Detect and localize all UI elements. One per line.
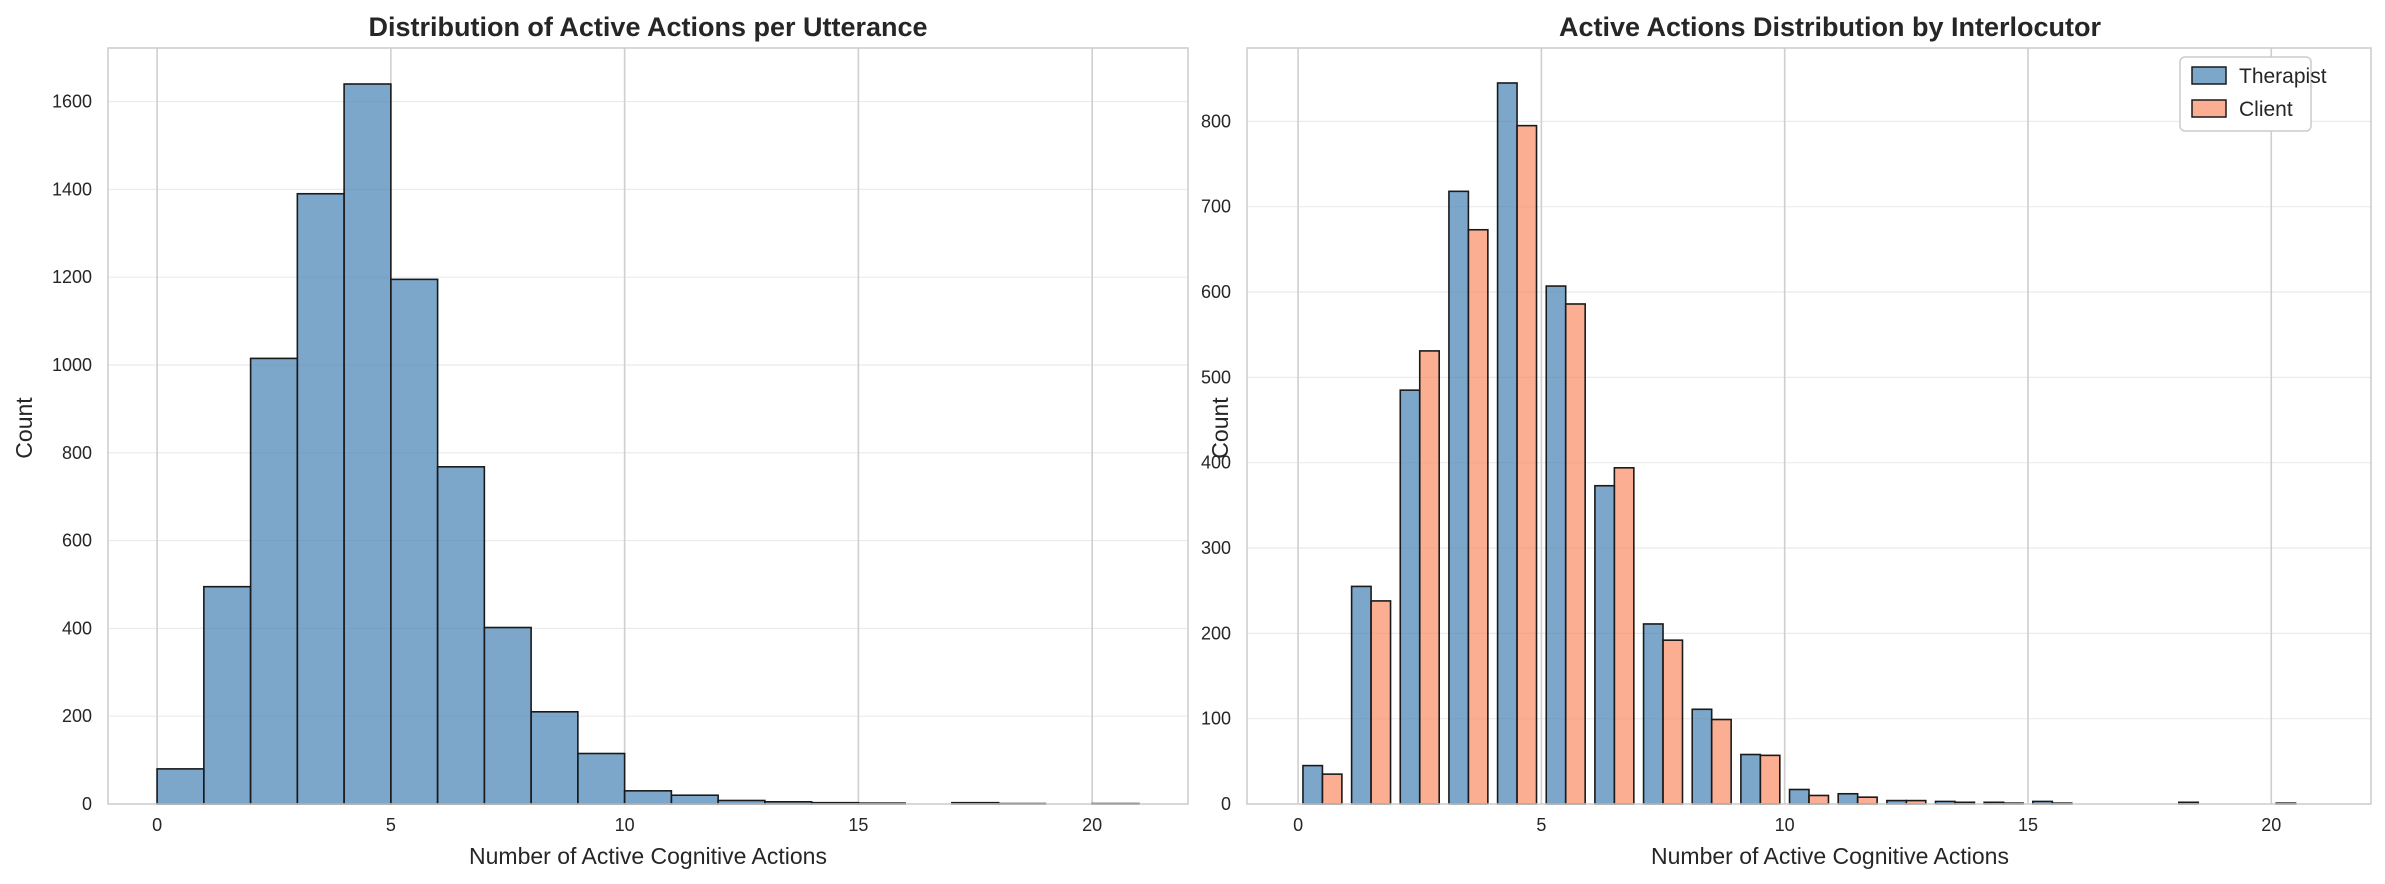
histogram-bar — [1642, 623, 1664, 805]
legend-swatch-therapist — [2191, 66, 2227, 85]
histogram-bar — [1808, 794, 1830, 805]
x-tick-label: 5 — [1536, 815, 1546, 835]
y-tick-label: 400 — [62, 618, 92, 638]
histogram-bar — [203, 585, 252, 805]
histogram-bar — [1710, 718, 1732, 805]
histogram-bar — [1448, 190, 1470, 805]
histogram-bar — [1613, 467, 1635, 805]
y-tick-label: 1400 — [52, 179, 92, 199]
x-tick-label: 20 — [1082, 815, 1102, 835]
histogram-bar — [249, 357, 299, 805]
histogram-bar — [1662, 639, 1684, 805]
histogram-bar — [343, 83, 392, 805]
histogram-bar — [1788, 788, 1810, 805]
legend-label-therapist: Therapist — [2239, 65, 2327, 88]
y-tick-label: 0 — [1221, 794, 1231, 814]
y-tick-label: 200 — [62, 706, 92, 726]
x-tick-label: 15 — [2018, 815, 2038, 835]
histogram-bar — [483, 626, 532, 805]
y-axis-label: Count — [11, 397, 37, 459]
histogram-bar — [1399, 389, 1421, 805]
histogram-bar — [1740, 753, 1762, 805]
legend: Therapist Client — [2179, 56, 2327, 132]
y-tick-label: 0 — [82, 794, 92, 814]
y-tick-label: 400 — [1201, 453, 1231, 473]
y-tick-label: 1600 — [52, 92, 92, 112]
histogram-bar — [530, 711, 579, 805]
histogram-bar — [296, 192, 345, 805]
histogram-bar — [670, 794, 719, 805]
histogram-bar — [1467, 228, 1489, 805]
y-tick-label: 200 — [1201, 623, 1231, 643]
histogram-bar — [1370, 600, 1392, 805]
histogram-bar — [577, 752, 626, 805]
histogram-bar — [1302, 764, 1324, 805]
histogram-bar — [1856, 796, 1878, 805]
y-tick-label: 100 — [1201, 709, 1231, 729]
x-tick-label: 0 — [1293, 815, 1303, 835]
y-tick-label: 800 — [1201, 111, 1231, 131]
axes-frame — [1246, 47, 2372, 805]
histogram-bar — [1759, 754, 1781, 805]
histogram-bar — [1545, 285, 1567, 805]
y-tick-label: 600 — [62, 531, 92, 551]
histogram-bar — [1350, 585, 1372, 805]
y-tick-label: 1000 — [52, 355, 92, 375]
histogram-bar — [623, 790, 673, 805]
y-tick-label: 500 — [1201, 367, 1231, 387]
histogram-bar — [1496, 82, 1518, 805]
x-axis-label: Number of Active Cognitive Actions — [469, 843, 827, 869]
histogram-bar — [1418, 350, 1440, 805]
legend-label-client: Client — [2239, 98, 2293, 121]
histogram-bar — [1321, 773, 1343, 805]
histogram-bar — [1837, 792, 1859, 805]
y-tick-label: 600 — [1201, 282, 1231, 302]
x-tick-label: 15 — [848, 815, 868, 835]
histogram-bar — [390, 278, 439, 805]
x-axis-label: Number of Active Cognitive Actions — [1651, 843, 2009, 869]
histogram-bar — [1516, 124, 1538, 805]
chart-title: Distribution of Active Actions per Utter… — [368, 12, 927, 42]
axes-frame — [107, 47, 1189, 805]
histogram-bar — [1691, 708, 1713, 805]
y-tick-label: 700 — [1201, 197, 1231, 217]
y-tick-label: 300 — [1201, 538, 1231, 558]
y-axis-label: Count — [1207, 397, 1233, 459]
chart-title: Active Actions Distribution by Interlocu… — [1559, 12, 2102, 42]
x-tick-label: 10 — [1775, 815, 1795, 835]
y-tick-label: 1200 — [52, 267, 92, 287]
histogram-bar — [1594, 484, 1616, 805]
x-tick-label: 5 — [386, 815, 396, 835]
histogram-bar — [1564, 303, 1586, 805]
x-tick-label: 10 — [615, 815, 635, 835]
histogram-bar — [436, 466, 486, 805]
histogram-bar — [156, 768, 205, 805]
x-tick-label: 0 — [152, 815, 162, 835]
y-tick-label: 800 — [62, 443, 92, 463]
legend-swatch-client — [2191, 99, 2227, 118]
x-tick-label: 20 — [2261, 815, 2281, 835]
